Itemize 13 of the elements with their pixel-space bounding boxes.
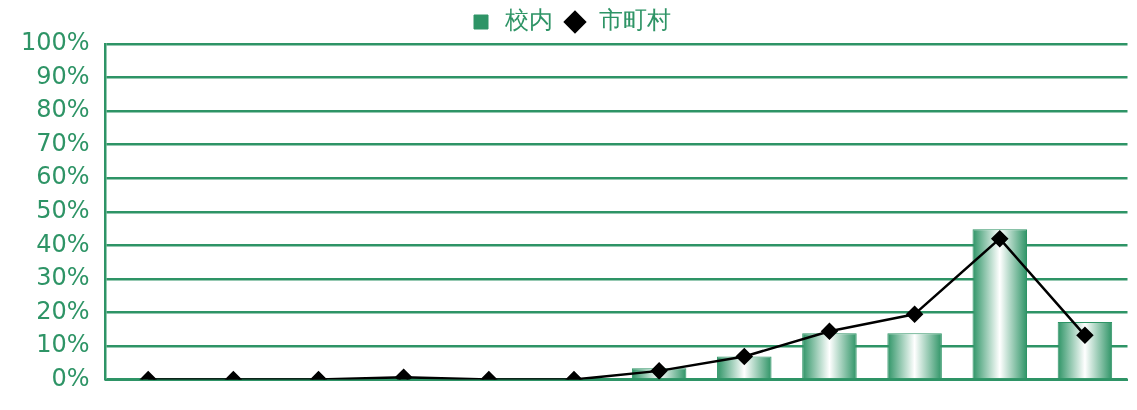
y-tick-label: 70%: [36, 128, 90, 157]
y-tick-label: 0%: [51, 363, 90, 392]
y-tick-label: 30%: [36, 263, 90, 292]
y-tick-label: 10%: [36, 330, 90, 359]
y-tick-label: 50%: [36, 196, 90, 225]
y-tick-label: 40%: [36, 229, 90, 258]
y-tick-label: 60%: [36, 162, 90, 191]
legend-label: 校内: [504, 6, 553, 35]
y-tick-label: 80%: [36, 95, 90, 124]
y-tick-label: 100%: [20, 28, 90, 57]
y-tick-label: 20%: [36, 296, 90, 325]
legend-label: 市町村: [599, 6, 671, 35]
y-tick-label: 90%: [36, 61, 90, 90]
